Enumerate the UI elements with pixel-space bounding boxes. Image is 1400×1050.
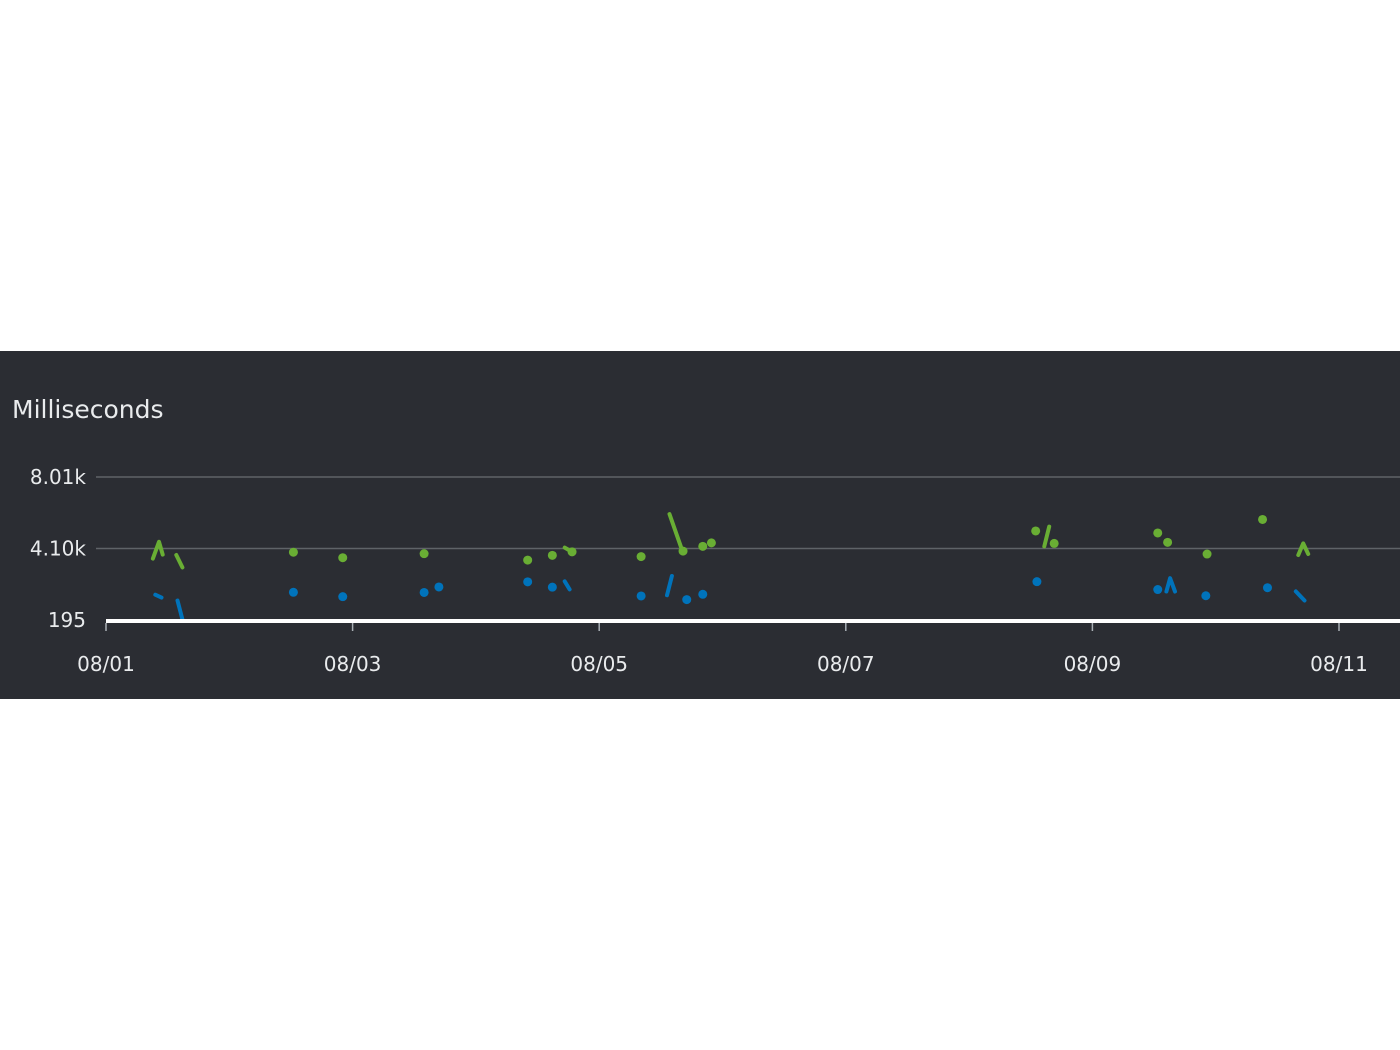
y-tick-label: 195 (48, 608, 86, 632)
x-tick-label: 08/03 (324, 652, 382, 676)
series-segment (1293, 589, 1307, 603)
series-segment (1042, 524, 1052, 549)
series-segment (1164, 576, 1177, 594)
data-point (547, 550, 557, 560)
data-point (338, 553, 348, 563)
data-point (698, 589, 708, 599)
y-tick-label: 8.01k (30, 465, 87, 489)
data-point (567, 547, 577, 557)
data-point (1163, 537, 1173, 547)
series-layer (150, 512, 1311, 622)
series-segment (153, 592, 164, 600)
data-point (1031, 526, 1041, 536)
series-segment (665, 574, 674, 598)
data-point (1153, 528, 1163, 538)
x-tick-label: 08/07 (817, 652, 875, 676)
y-tick-label: 4.10k (30, 537, 87, 561)
data-point (1032, 577, 1042, 587)
x-tick-label: 08/11 (1310, 652, 1368, 676)
series-segment (175, 598, 185, 622)
data-point (1153, 585, 1163, 595)
x-axis: 08/01 08/03 08/05 08/07 08/09 08/11 (77, 619, 1400, 676)
data-point (682, 595, 692, 605)
data-point (1049, 538, 1059, 548)
data-point (547, 582, 557, 592)
y-axis-ticks: 195 4.10k 8.01k (30, 465, 87, 632)
data-point (1201, 591, 1211, 601)
data-point (288, 547, 298, 557)
data-point (698, 541, 708, 551)
data-point (419, 587, 429, 597)
series-0 (150, 512, 1311, 570)
data-point (434, 582, 444, 592)
series-1 (153, 574, 1307, 622)
y-axis-unit-label: Milliseconds (12, 395, 164, 424)
series-segment (562, 579, 572, 592)
data-point (523, 577, 533, 587)
data-point (288, 587, 298, 597)
data-point (1262, 583, 1272, 593)
data-point (678, 546, 688, 556)
data-point (636, 552, 646, 562)
data-point (1258, 514, 1268, 524)
data-point (706, 538, 716, 548)
series-segment (1296, 541, 1311, 557)
series-segment (667, 512, 684, 552)
series-segment (150, 539, 165, 561)
chart-panel: Milliseconds 195 4.10k 8.01k 08/01 08/03 08/… (0, 351, 1400, 699)
x-tick-label: 08/01 (77, 652, 135, 676)
data-point (523, 555, 533, 565)
x-tick-label: 08/09 (1064, 652, 1122, 676)
x-tick-label: 08/05 (570, 652, 628, 676)
series-segment (174, 553, 185, 570)
data-point (1202, 549, 1212, 559)
gridlines (96, 476, 1400, 550)
data-point (338, 592, 348, 602)
data-point (636, 591, 646, 601)
data-point (419, 549, 429, 559)
